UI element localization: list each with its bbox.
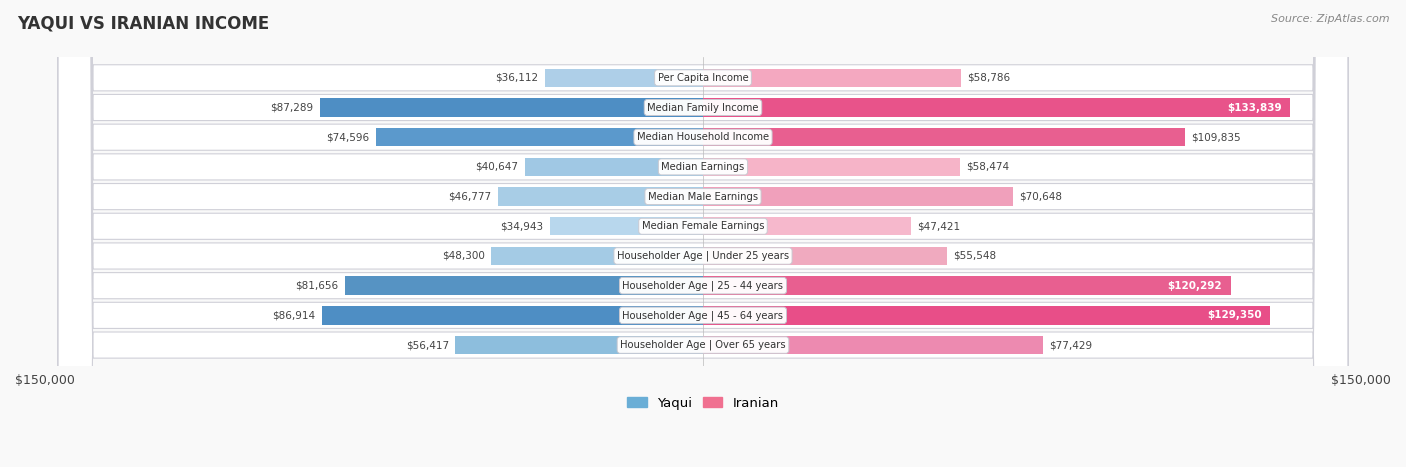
Bar: [544, 69, 703, 87]
Text: $120,292: $120,292: [1167, 281, 1222, 290]
Text: $133,839: $133,839: [1227, 103, 1281, 113]
Text: Per Capita Income: Per Capita Income: [658, 73, 748, 83]
Bar: [456, 336, 703, 354]
Text: $48,300: $48,300: [441, 251, 485, 261]
Text: $86,914: $86,914: [271, 311, 315, 320]
Text: $77,429: $77,429: [1049, 340, 1092, 350]
Text: $55,548: $55,548: [953, 251, 997, 261]
Text: $56,417: $56,417: [406, 340, 449, 350]
Text: Householder Age | 45 - 64 years: Householder Age | 45 - 64 years: [623, 310, 783, 321]
Bar: [703, 128, 1185, 147]
FancyBboxPatch shape: [58, 0, 1348, 467]
Text: Householder Age | Over 65 years: Householder Age | Over 65 years: [620, 340, 786, 350]
Bar: [703, 99, 1291, 117]
Text: $129,350: $129,350: [1208, 311, 1261, 320]
Text: YAQUI VS IRANIAN INCOME: YAQUI VS IRANIAN INCOME: [17, 14, 269, 32]
FancyBboxPatch shape: [58, 0, 1348, 467]
Text: Householder Age | 25 - 44 years: Householder Age | 25 - 44 years: [623, 280, 783, 291]
Text: Median Female Earnings: Median Female Earnings: [641, 221, 765, 231]
FancyBboxPatch shape: [58, 0, 1348, 467]
FancyBboxPatch shape: [58, 0, 1348, 467]
Text: Median Male Earnings: Median Male Earnings: [648, 191, 758, 202]
Bar: [524, 158, 703, 176]
FancyBboxPatch shape: [58, 0, 1348, 467]
Bar: [322, 306, 703, 325]
Bar: [703, 276, 1230, 295]
Bar: [550, 217, 703, 235]
Text: Source: ZipAtlas.com: Source: ZipAtlas.com: [1271, 14, 1389, 24]
Text: Median Earnings: Median Earnings: [661, 162, 745, 172]
Text: Householder Age | Under 25 years: Householder Age | Under 25 years: [617, 251, 789, 261]
Bar: [321, 99, 703, 117]
FancyBboxPatch shape: [58, 0, 1348, 467]
Bar: [703, 306, 1271, 325]
Bar: [491, 247, 703, 265]
Bar: [375, 128, 703, 147]
Text: $34,943: $34,943: [501, 221, 543, 231]
Bar: [703, 69, 960, 87]
Text: $74,596: $74,596: [326, 132, 370, 142]
FancyBboxPatch shape: [58, 0, 1348, 467]
Bar: [703, 187, 1012, 206]
FancyBboxPatch shape: [58, 0, 1348, 467]
Text: $36,112: $36,112: [495, 73, 538, 83]
Bar: [703, 217, 911, 235]
Text: $46,777: $46,777: [449, 191, 491, 202]
Text: $47,421: $47,421: [918, 221, 960, 231]
Text: $58,474: $58,474: [966, 162, 1010, 172]
Bar: [703, 336, 1043, 354]
Text: $40,647: $40,647: [475, 162, 517, 172]
FancyBboxPatch shape: [58, 0, 1348, 467]
Legend: Yaqui, Iranian: Yaqui, Iranian: [621, 391, 785, 415]
Text: Median Household Income: Median Household Income: [637, 132, 769, 142]
Text: $70,648: $70,648: [1019, 191, 1063, 202]
Bar: [498, 187, 703, 206]
Text: $87,289: $87,289: [270, 103, 314, 113]
Bar: [703, 247, 946, 265]
FancyBboxPatch shape: [58, 0, 1348, 467]
Text: $109,835: $109,835: [1191, 132, 1241, 142]
Bar: [344, 276, 703, 295]
Text: Median Family Income: Median Family Income: [647, 103, 759, 113]
Text: $58,786: $58,786: [967, 73, 1011, 83]
Bar: [703, 158, 959, 176]
Text: $81,656: $81,656: [295, 281, 339, 290]
